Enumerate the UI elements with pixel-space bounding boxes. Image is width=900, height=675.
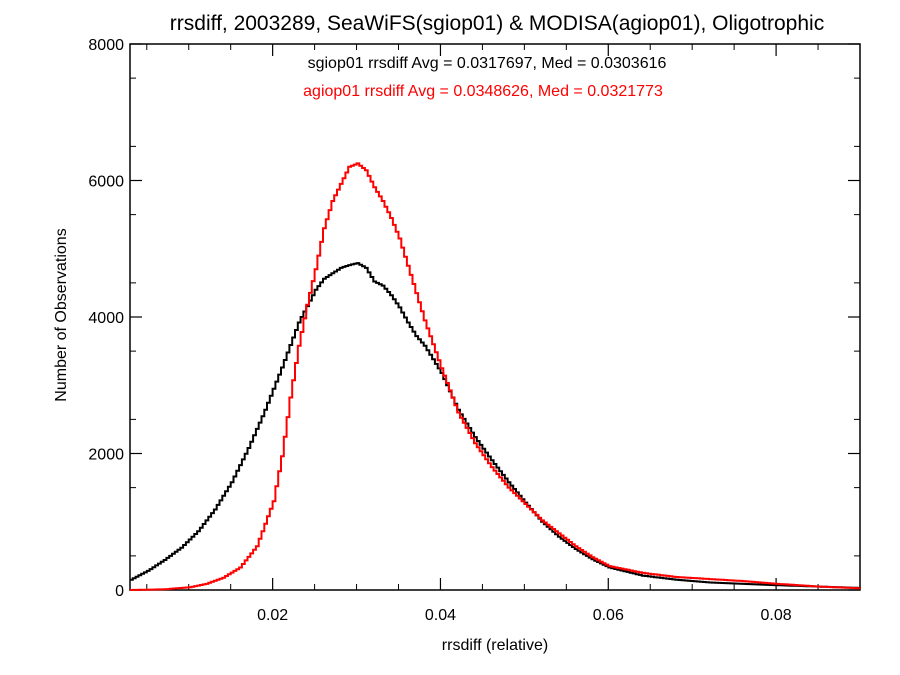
y-tick-label: 6000 [88, 174, 124, 191]
annotation-sgiop01: sgiop01 rrsdiff Avg = 0.0317697, Med = 0… [308, 55, 667, 72]
series-line-0 [130, 262, 861, 589]
x-tick-label: 0.08 [761, 607, 792, 624]
y-axis: 0 2000 4000 6000 8000 [88, 37, 860, 600]
x-tick-label: 0.06 [593, 607, 624, 624]
x-axis: 0.02 0.04 0.06 0.08 [146, 44, 819, 624]
x-tick-label: 0.04 [425, 607, 456, 624]
series-layer [130, 162, 861, 591]
chart-title: rrsdiff, 2003289, SeaWiFS(sgiop01) & MOD… [170, 12, 824, 35]
series-line-1 [130, 162, 861, 591]
annotation-agiop01: agiop01 rrsdiff Avg = 0.0348626, Med = 0… [303, 83, 663, 100]
x-tick-label: 0.02 [257, 607, 288, 624]
plot-frame [129, 43, 861, 591]
y-tick-label: 4000 [88, 310, 124, 327]
y-tick-label: 8000 [88, 37, 124, 54]
y-axis-label: Number of Observations [53, 228, 70, 401]
y-tick-label: 2000 [88, 447, 124, 464]
y-tick-label: 0 [115, 583, 124, 600]
x-axis-label: rrsdiff (relative) [442, 637, 548, 654]
